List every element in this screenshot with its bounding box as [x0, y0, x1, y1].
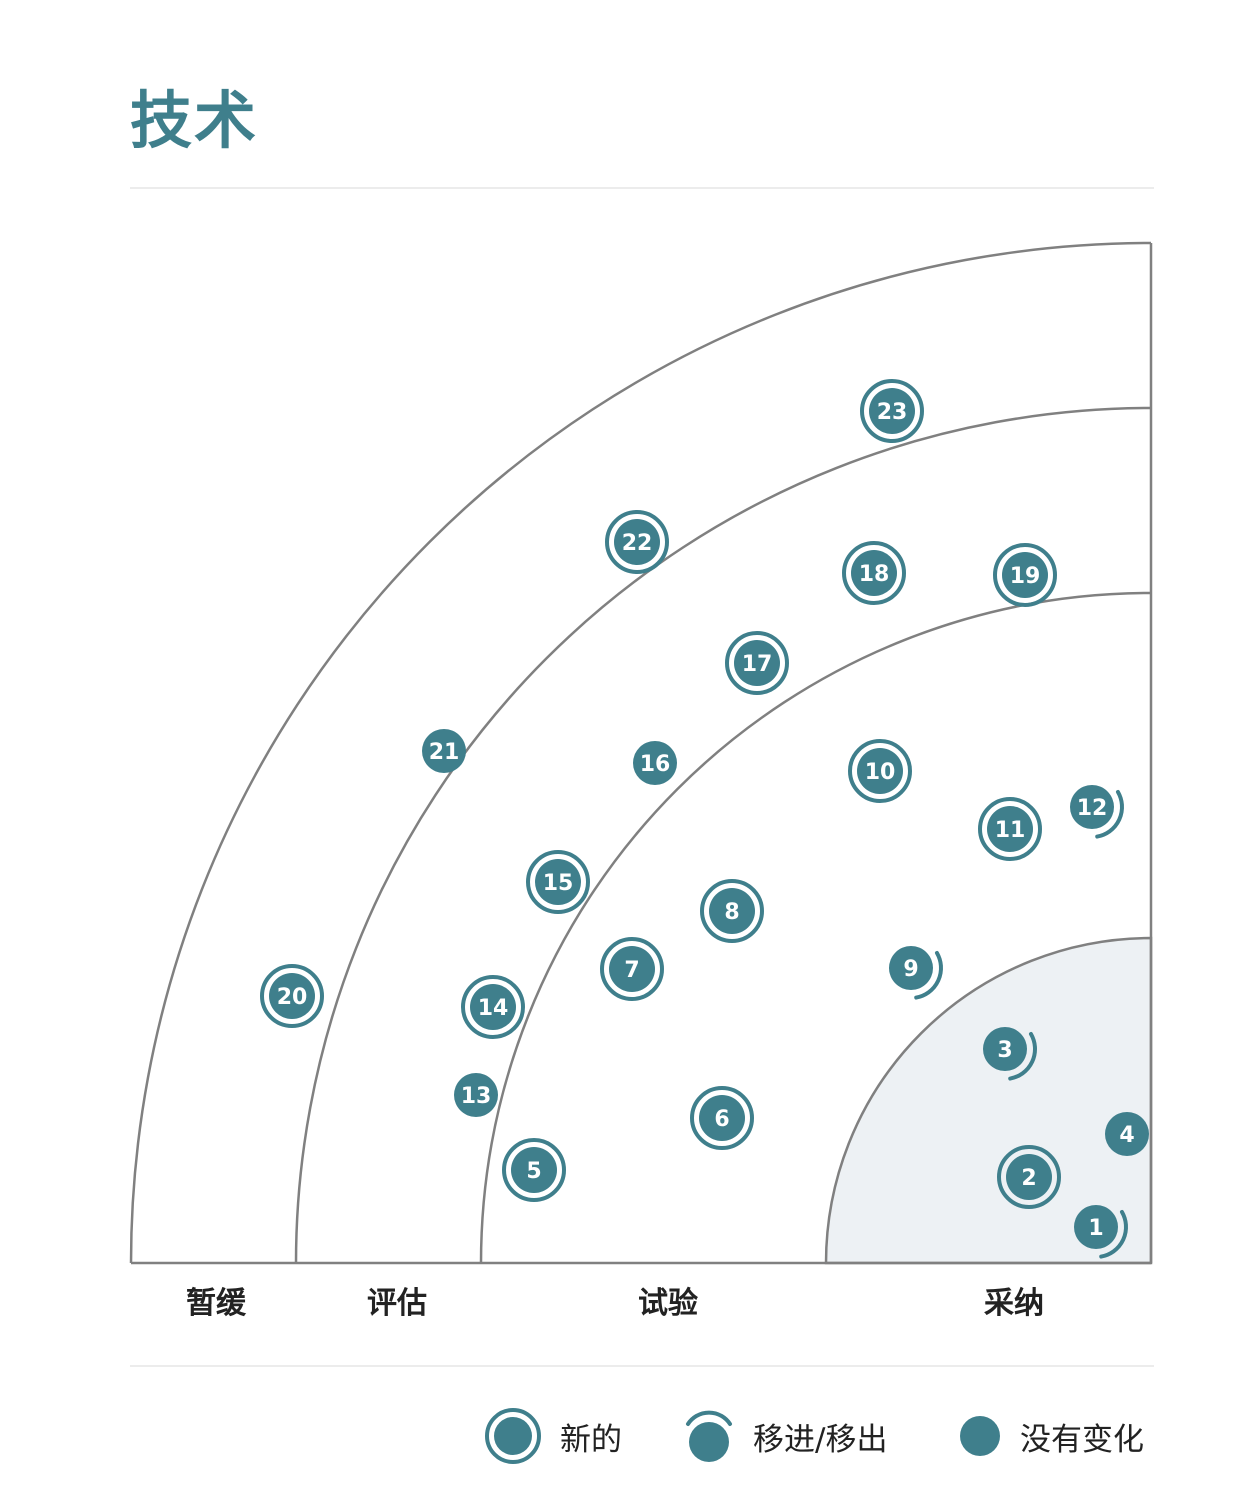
blip-number: 17 [742, 652, 773, 677]
blip-4[interactable]: 4 [1105, 1112, 1149, 1156]
page-title: 技术 [130, 84, 259, 157]
blip-number: 12 [1077, 796, 1108, 821]
blip-number: 15 [543, 871, 574, 896]
blip-12[interactable]: 12 [1070, 785, 1124, 839]
top-divider [130, 187, 1154, 189]
blip-number: 14 [478, 996, 509, 1021]
ring-trial-arc [479, 591, 1152, 1264]
blip-21[interactable]: 21 [422, 729, 466, 773]
ring-label-adopt: 采纳 [984, 1286, 1044, 1321]
ring-assess-arc [294, 406, 1152, 1264]
blip-19[interactable]: 19 [993, 543, 1057, 607]
moved-blip-icon [686, 1410, 732, 1462]
blip-16[interactable]: 16 [633, 741, 677, 785]
blip-number: 22 [622, 531, 653, 556]
blip-5[interactable]: 5 [502, 1138, 566, 1202]
bottom-divider [130, 1365, 1154, 1367]
blip-2[interactable]: 2 [997, 1145, 1061, 1209]
blip-14[interactable]: 14 [461, 975, 525, 1039]
legend-unchanged: 没有变化 [958, 1406, 1144, 1466]
legend-new: 新的 [484, 1406, 622, 1466]
blip-3[interactable]: 3 [983, 1027, 1037, 1081]
blip-10[interactable]: 10 [848, 739, 912, 803]
blip-1[interactable]: 1 [1074, 1205, 1128, 1259]
blip-number: 4 [1119, 1123, 1134, 1148]
blip-number: 10 [865, 760, 896, 785]
blip-17[interactable]: 17 [725, 631, 789, 695]
blip-23[interactable]: 23 [860, 379, 924, 443]
blip-number: 2 [1021, 1166, 1036, 1191]
blip-8[interactable]: 8 [700, 879, 764, 943]
blip-6[interactable]: 6 [690, 1086, 754, 1150]
blip-number: 20 [277, 985, 308, 1010]
blip-number: 7 [624, 958, 639, 983]
legend-moved-label: 移进/移出 [753, 1421, 888, 1458]
ring-label-hold: 暂缓 [186, 1286, 246, 1321]
ring-adopt-area [824, 936, 1153, 1265]
blip-number: 9 [903, 957, 918, 982]
blip-number: 21 [429, 740, 460, 765]
blip-number: 5 [526, 1159, 541, 1184]
ring-label-trial: 试验 [638, 1286, 698, 1321]
blip-20[interactable]: 20 [260, 964, 324, 1028]
blip-9[interactable]: 9 [889, 946, 943, 1000]
unchanged-blip-icon [960, 1416, 1000, 1456]
ring-hold-arc [129, 241, 1152, 1264]
blip-7[interactable]: 7 [600, 937, 664, 1001]
ring-label-assess: 评估 [367, 1286, 427, 1321]
blip-11[interactable]: 11 [978, 797, 1042, 861]
blip-number: 6 [714, 1107, 729, 1132]
legend-new-label: 新的 [560, 1421, 622, 1458]
blip-number: 23 [877, 400, 908, 425]
legend-unchanged-label: 没有变化 [1020, 1421, 1144, 1458]
blip-18[interactable]: 18 [842, 541, 906, 605]
blip-number: 19 [1010, 564, 1041, 589]
legend-moved: 移进/移出 [683, 1406, 887, 1466]
new-blip-icon [485, 1408, 541, 1464]
blip-13[interactable]: 13 [454, 1073, 498, 1117]
blip-number: 3 [997, 1038, 1012, 1063]
blip-number: 13 [461, 1084, 492, 1109]
blip-number: 8 [724, 900, 739, 925]
blip-15[interactable]: 15 [526, 850, 590, 914]
blip-22[interactable]: 22 [605, 510, 669, 574]
blip-number: 11 [995, 818, 1026, 843]
blip-number: 1 [1088, 1216, 1103, 1241]
blip-number: 16 [640, 752, 671, 777]
blip-number: 18 [859, 562, 890, 587]
